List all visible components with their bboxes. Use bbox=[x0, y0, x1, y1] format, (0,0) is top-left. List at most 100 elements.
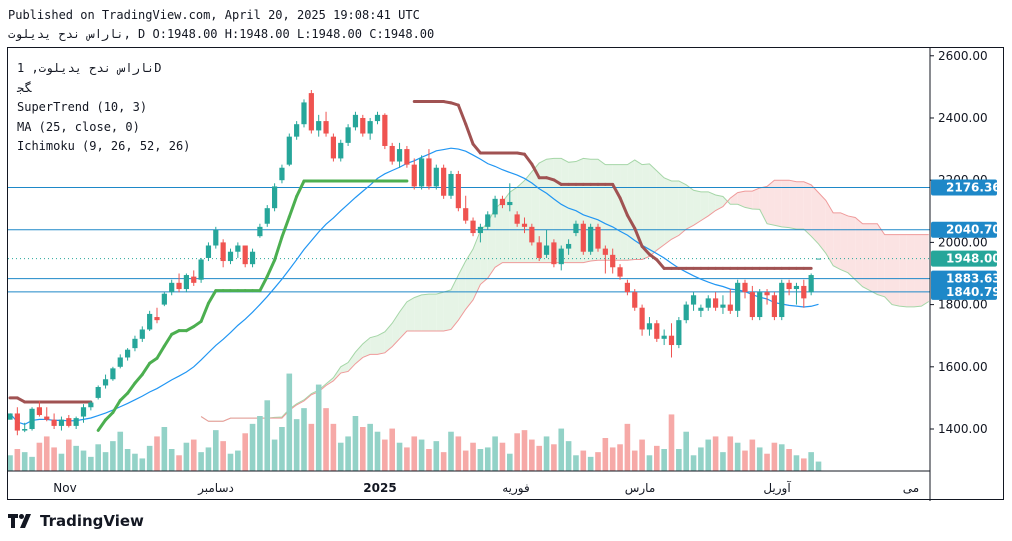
candle bbox=[183, 273, 189, 293]
candle-body bbox=[139, 329, 145, 339]
volume-bar bbox=[36, 442, 43, 471]
candle bbox=[654, 320, 660, 342]
volume-bar bbox=[43, 436, 50, 471]
candle-body bbox=[749, 292, 755, 318]
candle bbox=[492, 195, 498, 218]
candle bbox=[558, 245, 564, 271]
cloud-segment bbox=[686, 184, 694, 230]
candle bbox=[242, 245, 248, 268]
ichimoku-span-b bbox=[200, 179, 929, 422]
volume-bar bbox=[514, 433, 520, 471]
candle bbox=[191, 270, 197, 286]
cloud-segment bbox=[612, 164, 621, 261]
candle-body bbox=[757, 292, 763, 318]
candle-body bbox=[382, 114, 388, 146]
supertrend-segment bbox=[647, 252, 659, 262]
tradingview-logo-icon bbox=[8, 514, 31, 528]
chart-legend: ناراس ندح يديلوت, 1D ﮕﺠ SuperTrend (10, … bbox=[17, 59, 190, 157]
candle bbox=[389, 142, 395, 165]
volume-bar bbox=[73, 445, 79, 471]
volume-bar bbox=[764, 453, 770, 471]
candle bbox=[573, 220, 579, 237]
candle-body bbox=[102, 379, 109, 386]
candle-body bbox=[132, 338, 138, 349]
volume-bar bbox=[595, 452, 601, 471]
candle-body bbox=[396, 149, 403, 162]
volume-bar bbox=[323, 408, 329, 471]
ohlc-line: ناراس ندح يديلوت, D O:1948.00 H:1948.00 … bbox=[8, 27, 435, 41]
volume-bar bbox=[639, 439, 645, 471]
candle bbox=[521, 217, 528, 234]
candle bbox=[632, 289, 638, 311]
cloud-segment bbox=[811, 184, 819, 244]
candle bbox=[345, 124, 351, 146]
candle-body bbox=[249, 251, 256, 265]
candle-body bbox=[764, 292, 770, 296]
legend-symbol[interactable]: ناراس ندح يديلوت, 1D bbox=[17, 61, 162, 75]
candle bbox=[757, 289, 763, 321]
candle-body bbox=[713, 298, 719, 308]
candle-body bbox=[463, 208, 469, 221]
x-tick-label: آوریل bbox=[763, 480, 791, 496]
cloud-segment bbox=[884, 234, 892, 305]
legend-supertrend[interactable]: SuperTrend (10, 3) bbox=[17, 100, 148, 114]
tradingview-logo[interactable]: TradingView bbox=[8, 512, 144, 530]
candle bbox=[14, 407, 20, 436]
cloud-segment bbox=[745, 191, 753, 209]
cloud-segment bbox=[664, 177, 672, 245]
volume-bar bbox=[676, 449, 682, 471]
supertrend-segment bbox=[199, 301, 210, 323]
cloud-segment bbox=[840, 212, 848, 273]
price-label: 2176.36 bbox=[946, 181, 1001, 195]
candle bbox=[764, 289, 770, 305]
volume-bar bbox=[139, 458, 146, 471]
chart-frame[interactable]: 1400.001600.001800.002000.002200.002400.… bbox=[7, 47, 1005, 501]
candle bbox=[382, 113, 388, 150]
cloud-segment bbox=[862, 223, 870, 291]
price-label-bg bbox=[931, 270, 997, 287]
price-label-bg bbox=[931, 250, 997, 267]
candle-body bbox=[793, 285, 800, 290]
cloud-segment bbox=[708, 191, 716, 216]
candle-body bbox=[514, 214, 520, 224]
candle bbox=[154, 307, 160, 324]
candle bbox=[235, 242, 241, 258]
volume-bar bbox=[301, 408, 307, 471]
candle-body bbox=[661, 335, 667, 339]
candle bbox=[441, 164, 447, 199]
volume-bar bbox=[404, 447, 410, 471]
volume-bar bbox=[734, 442, 741, 471]
supertrend-segment bbox=[140, 361, 152, 376]
candle bbox=[338, 139, 344, 162]
cloud-segment bbox=[627, 159, 635, 261]
candle bbox=[470, 217, 476, 237]
candle-body bbox=[441, 167, 447, 196]
candle-body bbox=[683, 304, 689, 321]
legend-ichimoku[interactable]: Ichimoku (9, 26, 52, 26) bbox=[17, 139, 191, 153]
volume-bar bbox=[536, 445, 542, 471]
supertrend-segment bbox=[640, 244, 651, 256]
candle bbox=[485, 211, 491, 230]
candle-body bbox=[470, 220, 476, 234]
legend-ma[interactable]: MA (25, close, 0) bbox=[17, 119, 140, 134]
cloud-segment bbox=[480, 222, 488, 285]
cloud-segment bbox=[524, 171, 532, 263]
candle-body bbox=[727, 304, 733, 311]
price-chart[interactable]: 1400.001600.001800.002000.002200.002400.… bbox=[8, 48, 1005, 501]
candle bbox=[139, 326, 145, 342]
volume-bar bbox=[551, 444, 557, 471]
cloud-segment bbox=[855, 217, 863, 287]
volume-bar bbox=[8, 455, 13, 471]
candle bbox=[360, 114, 366, 137]
cloud-segment bbox=[700, 191, 709, 221]
volume-bar bbox=[808, 452, 814, 471]
candle-body bbox=[801, 285, 807, 299]
candle bbox=[257, 223, 263, 238]
candle bbox=[426, 149, 432, 190]
candle-body bbox=[36, 407, 42, 416]
candle-body bbox=[411, 164, 417, 187]
candle bbox=[279, 164, 285, 184]
cloud-segment bbox=[384, 323, 393, 353]
cloud-segment bbox=[892, 234, 900, 307]
supertrend-segment bbox=[258, 274, 269, 293]
